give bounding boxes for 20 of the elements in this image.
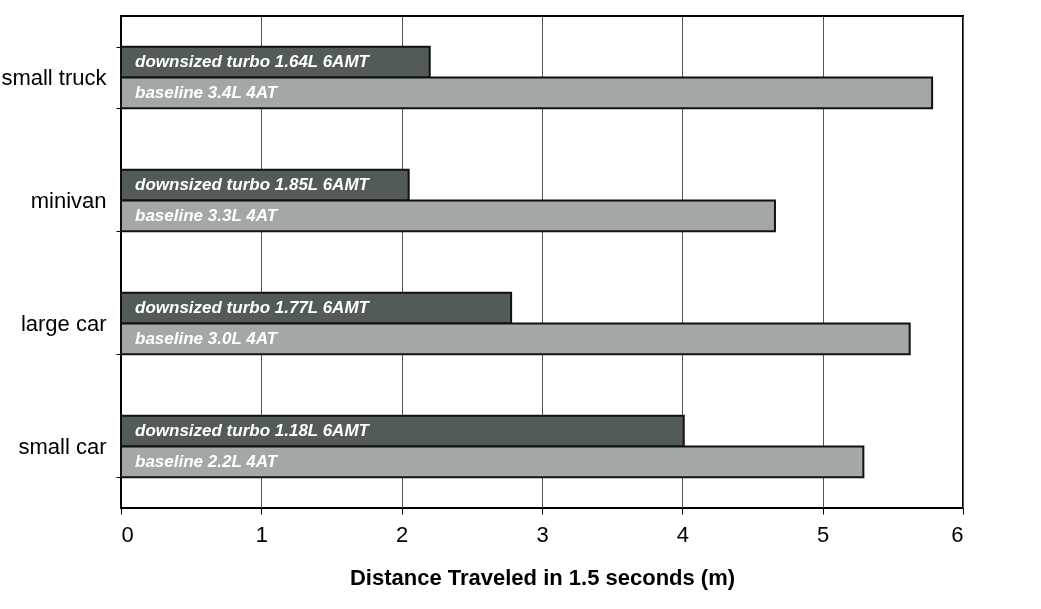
y-tick-label: small car (18, 434, 107, 459)
x-tick-label: 3 (536, 521, 549, 547)
data-label: downsized turbo 1.85L 6AMT (135, 175, 371, 195)
x-tick-label: 4 (676, 521, 689, 547)
x-tick-label: 5 (817, 521, 830, 547)
x-tick-label: 0 (121, 521, 134, 547)
data-label: baseline 3.4L 4AT (135, 82, 279, 102)
y-tick-label: large car (20, 311, 107, 336)
y-tick-label: small truck (1, 65, 108, 90)
x-tick-label: 1 (255, 521, 268, 547)
data-label: baseline 3.3L 4AT (135, 205, 279, 225)
x-axis-title: Distance Traveled in 1.5 seconds (m) (349, 564, 736, 590)
x-tick-label: 6 (951, 521, 964, 547)
data-label: downsized turbo 1.77L 6AMT (135, 298, 371, 318)
data-label: downsized turbo 1.64L 6AMT (135, 52, 371, 72)
data-label: baseline 2.2L 4AT (135, 451, 279, 471)
data-label: baseline 3.0L 4AT (135, 328, 279, 348)
data-label: downsized turbo 1.18L 6AMT (135, 421, 371, 441)
y-tick-label: minivan (30, 188, 107, 213)
x-tick-label: 2 (396, 521, 409, 547)
